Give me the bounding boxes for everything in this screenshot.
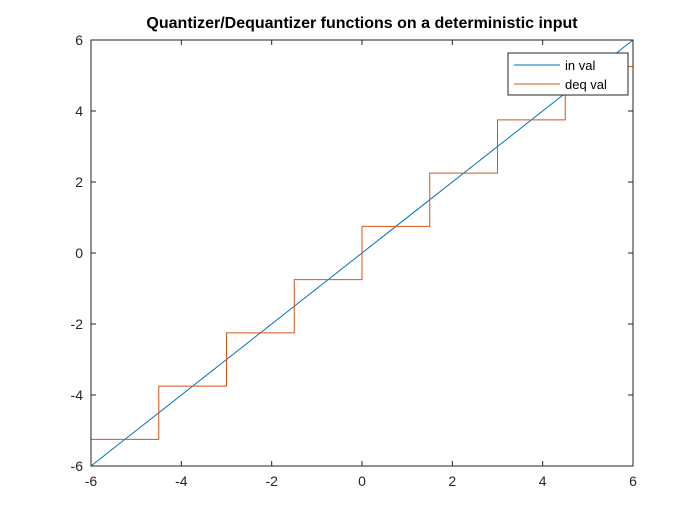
y-tick-label: 6	[75, 32, 83, 48]
y-tick-label: -2	[71, 316, 84, 332]
x-tick-label: 2	[448, 473, 456, 489]
legend-label: in val	[565, 58, 595, 73]
x-tick-label: 0	[358, 473, 366, 489]
ticks-layer: -6 -4 -2 0 2 4 6 -6 -4 -2 0 2 4 6	[71, 32, 638, 489]
chart-title: Quantizer/Dequantizer functions on a det…	[146, 15, 578, 32]
series-layer	[90, 39, 634, 467]
x-tick-label: -2	[265, 473, 278, 489]
y-tick-label: -4	[71, 387, 84, 403]
legend-box	[507, 52, 629, 96]
y-tick-label: 0	[75, 245, 83, 261]
legend-label: deq val	[565, 77, 607, 92]
x-tick-label: -4	[175, 473, 188, 489]
legend: in val deq val	[507, 52, 629, 96]
series-line-deq-val	[91, 66, 633, 440]
x-tick-label: 4	[539, 473, 547, 489]
x-tick-label: 6	[629, 473, 637, 489]
y-tick-label: -6	[71, 458, 84, 474]
x-tick-label: -6	[85, 473, 98, 489]
y-tick-label: 4	[75, 103, 83, 119]
y-tick-label: 2	[75, 174, 83, 190]
